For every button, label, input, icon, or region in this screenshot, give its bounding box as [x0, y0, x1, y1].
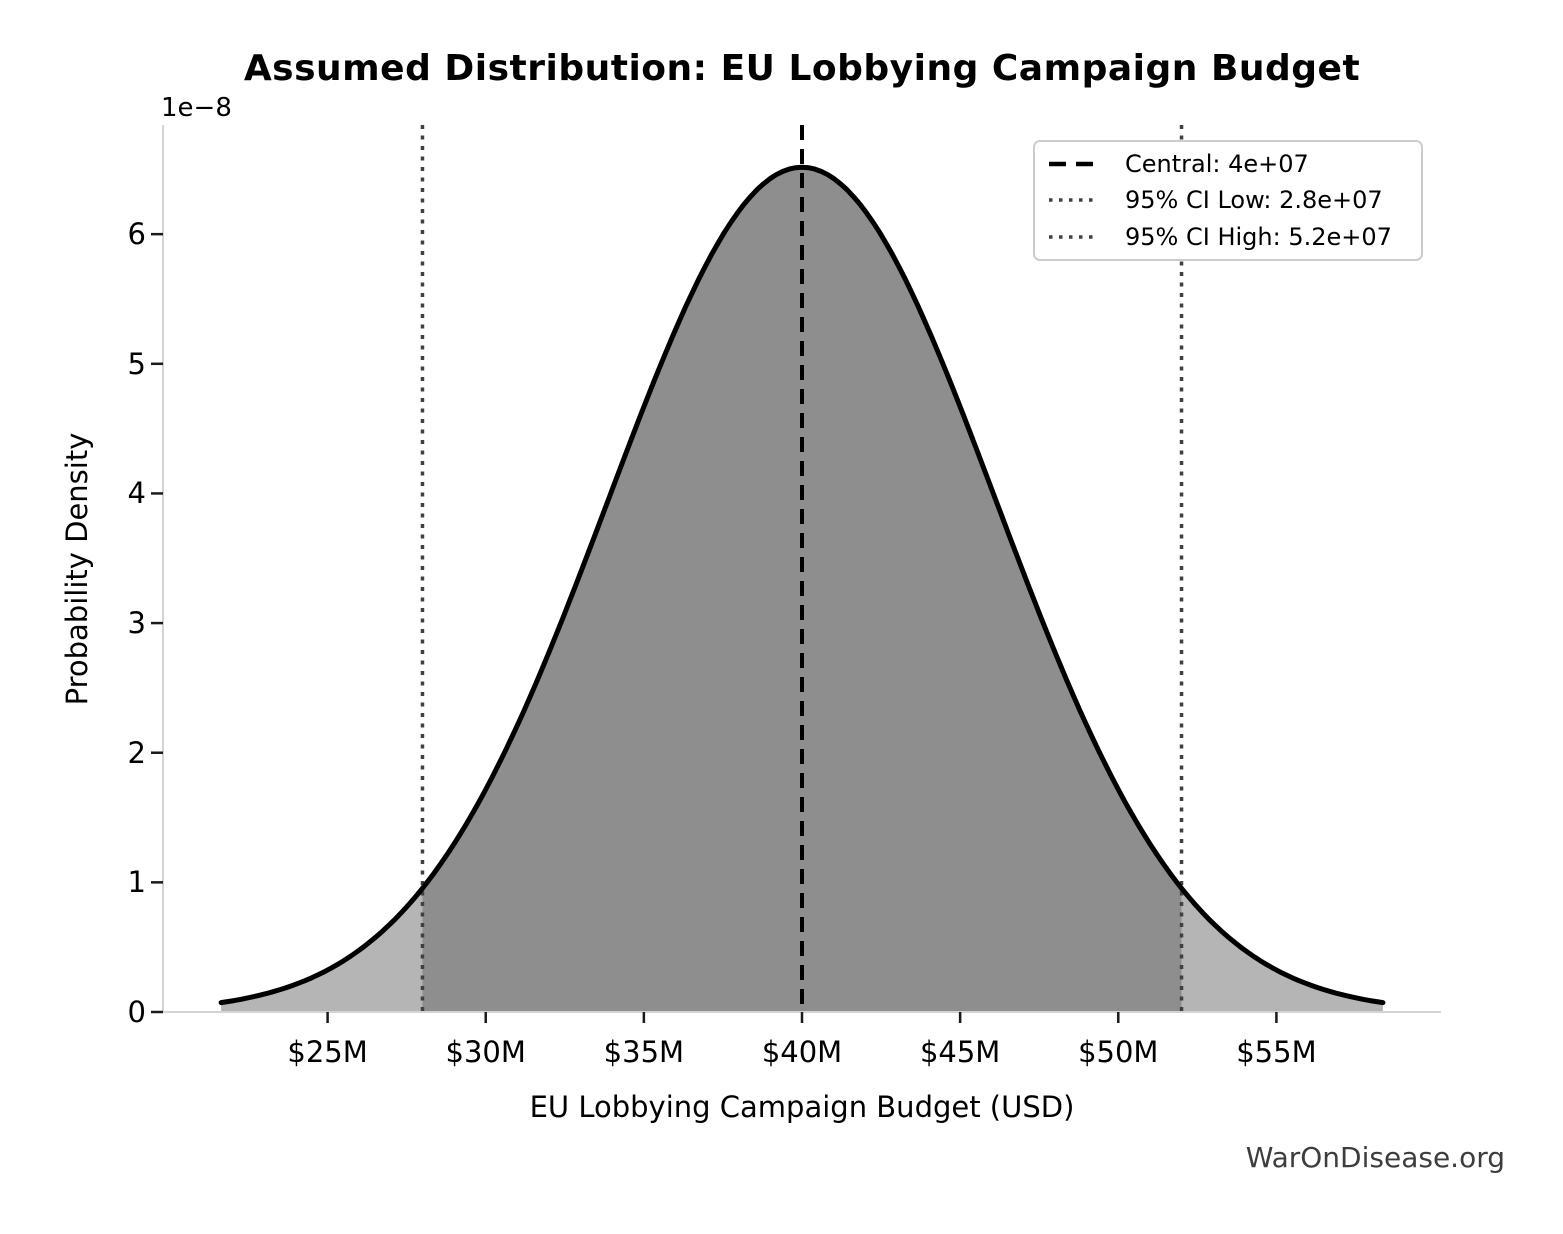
legend: Central: 4e+07 95% CI Low: 2.8e+07 95% C…	[1033, 140, 1423, 261]
y-tick-label: 0	[127, 995, 146, 1029]
y-tick-label: 3	[127, 606, 146, 641]
y-tick-label: 2	[127, 735, 146, 770]
chart-title: Assumed Distribution: EU Lobbying Campai…	[243, 48, 1361, 89]
legend-label: 95% CI High: 5.2e+07	[1125, 222, 1392, 251]
x-tick-label: $25M	[287, 1035, 368, 1069]
x-tick-label: $40M	[761, 1035, 843, 1069]
y-tick-label: 1	[127, 865, 146, 900]
y-tick-label: 5	[127, 346, 146, 381]
legend-item-central: Central: 4e+07	[1035, 150, 1421, 178]
x-axis-label: EU Lobbying Campaign Budget (USD)	[529, 1090, 1075, 1124]
y-tick-label: 4	[127, 476, 146, 511]
y-tick-label: 6	[127, 217, 146, 252]
watermark: WarOnDisease.org	[1245, 1141, 1505, 1174]
density-curve	[218, 164, 1386, 1006]
legend-item-ci-high: 95% CI High: 5.2e+07	[1035, 223, 1421, 251]
legend-item-ci-low: 95% CI Low: 2.8e+07	[1035, 186, 1421, 214]
x-tick-label: $50M	[1078, 1035, 1159, 1069]
dashed-line-sample-icon	[1049, 161, 1095, 167]
dotted-line-sample-icon	[1049, 235, 1095, 239]
x-tick-label: $55M	[1236, 1035, 1317, 1069]
y-axis-offset-label: 1e−8	[161, 93, 232, 123]
legend-label: Central: 4e+07	[1125, 150, 1309, 179]
x-tick-label: $45M	[919, 1035, 1001, 1069]
legend-label: 95% CI Low: 2.8e+07	[1125, 186, 1383, 215]
x-tick-label: $30M	[445, 1035, 526, 1069]
dotted-line-sample-icon	[1049, 198, 1095, 203]
x-tick-label: $35M	[603, 1035, 685, 1069]
